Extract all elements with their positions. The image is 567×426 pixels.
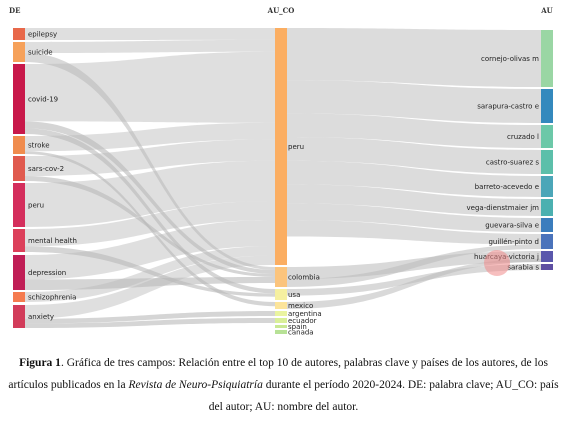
caption-journal-name: Revista de Neuro-Psiquiatría [128,379,263,391]
left-node-label: sars-cov-2 [28,165,64,173]
right-node-bar[interactable] [541,176,553,197]
flow-link-left-8 [25,139,275,176]
caption-text-part2: durante el período 2020-2024. DE: palabr… [208,379,559,413]
flow-link-right-5 [287,184,541,216]
left-node-bar[interactable] [13,183,25,227]
middle-node-bar[interactable] [275,289,287,300]
right-node-bar[interactable] [541,251,553,262]
flow-link-right-10 [287,244,541,287]
left-node-bar[interactable] [13,305,25,328]
right-node-label: sarabia s [507,264,539,272]
right-node-label: cruzado l [507,133,539,141]
middle-node-label: spain [288,323,307,331]
middle-node-label: mexico [288,302,313,310]
right-node-label: vega-dienstmaier jm [467,204,540,212]
flow-link-left-4 [25,121,275,275]
flow-link-right-0 [287,28,541,87]
middle-node-bar[interactable] [275,28,287,265]
flow-link-left-11 [25,201,275,247]
column-header-au: AU [540,6,553,15]
middle-node-label: argentina [288,310,322,318]
flow-link-right-3 [287,137,541,174]
flow-link-right-9 [287,264,541,296]
left-node-label: peru [28,202,44,210]
middle-node-bar[interactable] [275,302,287,309]
right-node-bar[interactable] [541,125,553,148]
middle-node-label: peru [288,143,304,151]
flow-link-left-3 [25,51,275,123]
right-node-label: sarapura-castro e [477,103,539,111]
right-node-bar[interactable] [541,199,553,216]
right-node-bar[interactable] [541,234,553,249]
right-node-label: cornejo-olivas m [481,55,539,63]
flow-link-left-5 [25,128,275,294]
left-node-label: suicide [28,49,53,57]
right-node-label: barreto-acevedo e [475,183,539,191]
figure-caption: Figura 1. Gráfica de tres campos: Relaci… [0,352,567,418]
left-node-label: epilepsy [28,31,57,39]
left-node-bar[interactable] [13,229,25,252]
middle-node-label: usa [288,291,300,299]
flow-link-right-4 [287,160,541,197]
middle-node-bar[interactable] [275,325,287,328]
right-node-label: guevara-silva e [485,222,539,230]
flow-link-right-6 [287,203,541,232]
left-node-label: stroke [28,142,50,150]
right-node-bar[interactable] [541,150,553,174]
left-node-bar[interactable] [13,292,25,302]
flow-link-left-18 [25,318,275,328]
middle-node-label: ecuador [288,317,317,325]
middle-node-bar[interactable] [275,311,287,316]
left-node-label: mental health [28,237,77,245]
cursor-highlight [484,250,510,276]
left-node-bar[interactable] [13,28,25,40]
middle-node-label: colombia [288,274,320,282]
middle-node-bar[interactable] [275,330,287,334]
right-node-label: guillén-pinto d [488,238,539,246]
flow-link-right-2 [287,113,541,148]
left-node-bar[interactable] [13,255,25,290]
flow-link-left-0 [25,28,275,40]
flow-link-left-15 [25,246,275,302]
flow-link-left-9 [25,176,275,277]
flow-link-left-14 [25,277,275,290]
right-node-bar[interactable] [541,264,553,270]
right-node-bar[interactable] [541,30,553,87]
flow-link-right-1 [287,80,541,123]
left-node-label: anxiety [28,313,54,321]
left-node-bar[interactable] [13,64,25,134]
right-node-label: castro-suarez s [486,159,539,167]
flow-link-right-7 [287,219,541,245]
flow-link-left-13 [25,219,275,280]
flow-link-right-11 [287,258,541,309]
caption-label: Figura 1 [19,357,61,369]
flow-link-left-6 [25,122,275,152]
left-node-label: depression [28,269,66,277]
left-node-label: schizophrenia [28,294,76,302]
middle-node-bar[interactable] [275,267,287,287]
flow-links [25,28,541,328]
flow-link-left-17 [25,311,275,324]
flow-link-left-10 [25,160,275,227]
flow-link-left-2 [25,53,275,270]
left-node-bar[interactable] [13,136,25,154]
caption-text-part1: . Gráfica de tres campos: Relación entre… [8,357,548,391]
right-node-bar[interactable] [541,218,553,232]
left-node-bar[interactable] [13,156,25,181]
flow-link-left-1 [25,39,275,53]
left-node-label: covid-19 [28,96,58,104]
middle-node-bar[interactable] [275,318,287,323]
flow-link-left-16 [25,255,275,319]
left-node-bar[interactable] [13,42,25,62]
right-node-bar[interactable] [541,89,553,123]
column-header-de: DE [9,6,20,15]
column-header-au-co: AU_CO [267,6,295,15]
flow-link-left-12 [25,246,275,297]
middle-node-label: canada [288,329,314,337]
